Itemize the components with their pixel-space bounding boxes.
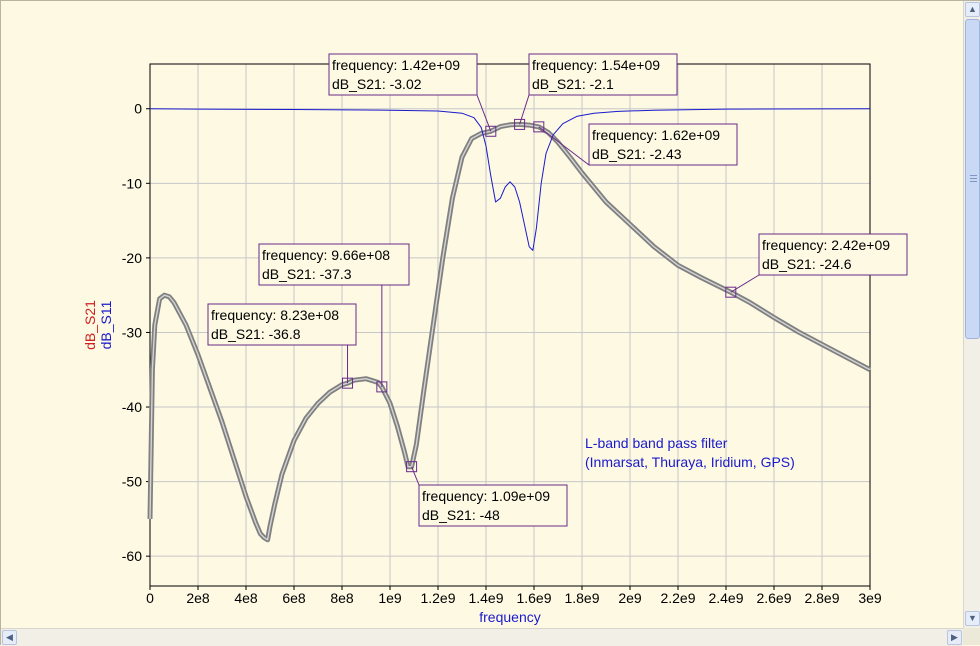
x-axis-label: frequency [479,609,540,625]
marker-square [376,381,388,393]
marker-frequency-text: frequency: 1.09e+09 [422,488,550,504]
scroll-up-arrow-icon[interactable]: ▲ [965,2,980,17]
y-axis-label-s21: dB_S21 [82,300,98,350]
x-tick-label: 2.6e9 [756,590,791,606]
x-tick-label: 2.8e9 [804,590,839,606]
x-tick-label: 6e8 [282,590,306,606]
marker-value-text: dB_S21: -37.3 [262,266,352,282]
marker-label-box [588,123,738,166]
marker-value-text: dB_S21: -36.8 [211,326,301,342]
scroll-right-arrow-icon[interactable]: ▶ [947,630,962,645]
marker-leader-line [538,126,590,166]
marker-label-box [328,53,478,96]
marker-label-box [418,484,568,527]
marker-frequency-text: frequency: 1.54e+09 [532,57,660,73]
annotation-line-2: (Inmarsat, Thuraya, Iridium, GPS) [585,454,795,470]
marker-frequency-text: frequency: 8.23e+08 [211,307,339,323]
x-tick-label: 4e8 [234,590,258,606]
marker[interactable]: frequency: 1.09e+09 dB_S21: -48 [406,461,568,527]
marker[interactable]: frequency: 2.42e+09 dB_S21: -24.6 [725,233,908,298]
x-tick-label: 2.4e9 [708,590,743,606]
marker-leader-line [411,466,420,486]
scrollbar-corner [963,628,980,645]
vertical-scroll-thumb[interactable] [965,19,980,339]
x-tick-label: 1.6e9 [516,590,551,606]
grid [149,64,871,586]
marker-square [725,286,737,298]
x-tick-label: 1.8e9 [564,590,599,606]
marker-value-text: dB_S21: -2.43 [592,146,682,162]
x-tick-label: 1.2e9 [420,590,455,606]
vertical-scrollbar[interactable]: ▲ ▼ [963,1,980,628]
marker-value-text: dB_S21: -3.02 [332,76,422,92]
y-tick-label: -50 [122,474,142,490]
x-tick-label: 2e9 [618,590,642,606]
y-tick-label: -30 [122,324,142,340]
y-tick-label: -20 [122,250,142,266]
marker-value-text: dB_S21: -2.1 [532,76,614,92]
y-tick-label: -10 [122,175,142,191]
marker-value-text: dB_S21: -24.6 [762,256,852,272]
marker[interactable]: frequency: 8.23e+08 dB_S21: -36.8 [207,303,357,389]
x-tick-label: 3e9 [858,590,882,606]
marker-label-box [528,53,678,96]
marker-square [514,118,526,130]
marker-square [533,121,545,133]
x-tick-label: 8e8 [330,590,354,606]
marker[interactable]: frequency: 1.54e+09 dB_S21: -2.1 [514,53,678,130]
marker-frequency-text: frequency: 9.66e+08 [262,247,390,263]
marker-value-text: dB_S21: -48 [422,507,500,523]
plot-frame [149,63,871,587]
chart: 0 2e8 4e8 6e8 8e8 1e9 1.2e9 1.4e9 1.6e9 1.8e9 2e9 2… [82,53,908,625]
scroll-down-arrow-icon[interactable]: ▼ [965,611,980,626]
horizontal-scrollbar[interactable]: ◀ ▶ [1,628,963,646]
marker-label-box [758,233,908,276]
marker-frequency-text: frequency: 1.42e+09 [332,57,460,73]
y-tick-label: 0 [134,101,142,117]
y-tick-label: -60 [122,548,142,564]
marker-square [485,125,497,137]
x-tick-label: 2e8 [186,590,210,606]
y-axis-ticks: 0 -10 -20 -30 -40 -50 -60 [122,101,150,564]
marker-label-box [207,303,357,346]
x-tick-label: 0 [146,590,154,606]
marker-label-box [258,243,410,286]
annotation-line-1: L-band band pass filter [585,435,728,451]
marker-square [342,377,354,389]
marker-frequency-text: frequency: 1.62e+09 [592,127,720,143]
x-tick-label: 1.4e9 [468,590,503,606]
scroll-left-arrow-icon[interactable]: ◀ [2,630,17,645]
marker[interactable]: frequency: 1.62e+09 dB_S21: -2.43 [533,121,738,166]
marker-frequency-text: frequency: 2.42e+09 [762,237,890,253]
series-line-s11 [149,108,871,251]
x-tick-label: 2.2e9 [660,590,695,606]
x-axis-ticks: 0 2e8 4e8 6e8 8e8 1e9 1.2e9 1.4e9 1.6e9 1.8e9 2e9 2… [146,586,882,606]
marker[interactable]: frequency: 1.42e+09 dB_S21: -3.02 [328,53,497,137]
marker[interactable]: frequency: 9.66e+08 dB_S21: -37.3 [258,243,410,393]
series [147,108,872,543]
y-axis-label-s11: dB_S11 [98,300,114,349]
marker-leader-line [476,94,492,132]
marker-square [406,461,418,473]
series-line-s21-highlight [149,123,871,541]
x-tick-label: 1e9 [378,590,402,606]
y-tick-label: -40 [122,399,142,415]
